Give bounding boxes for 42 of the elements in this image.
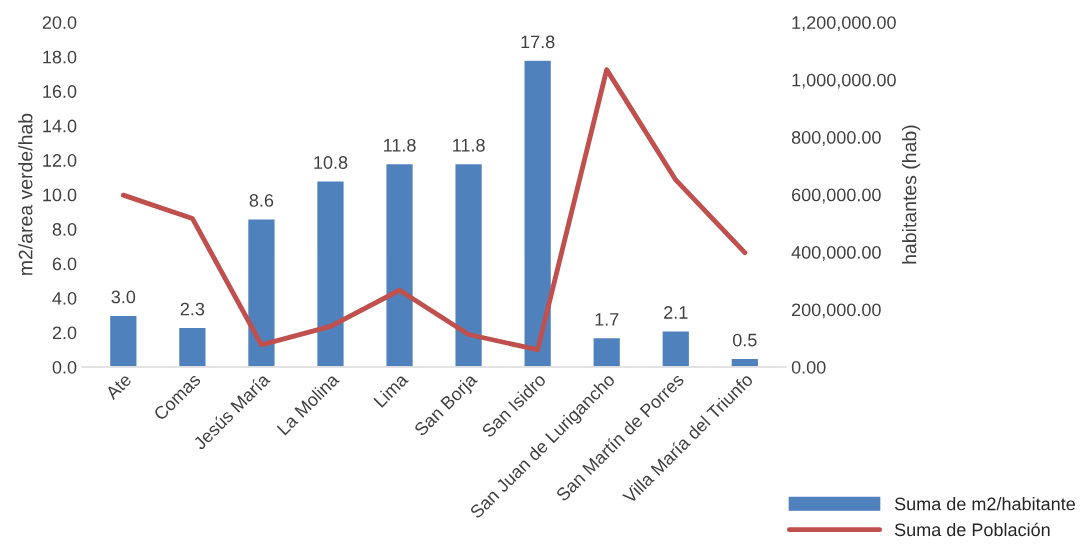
data-label: 3.0 bbox=[111, 290, 136, 304]
y-tick-label: 18.0 bbox=[43, 50, 77, 64]
data-label: 11.8 bbox=[384, 138, 416, 152]
legend-label: Suma de Población bbox=[894, 522, 1050, 537]
legend-label: Suma de m2/habitante bbox=[894, 497, 1075, 511]
y2-tick-label: 1,200,000.00 bbox=[792, 16, 896, 32]
y2-axis-title: habitantes (hab) bbox=[902, 125, 921, 264]
y-tick-label: 8.0 bbox=[52, 223, 77, 236]
y-tick-label: 10.0 bbox=[43, 188, 77, 202]
data-label: 11.8 bbox=[453, 138, 485, 152]
bar bbox=[592, 336, 622, 367]
y-tick-label: 4.0 bbox=[52, 291, 77, 305]
bar bbox=[454, 162, 484, 367]
y-tick-label: 0.0 bbox=[52, 360, 77, 374]
y-tick-label: 12.0 bbox=[43, 154, 77, 167]
y-tick-label: 6.0 bbox=[52, 257, 77, 271]
y-tick-label: 14.0 bbox=[43, 119, 77, 133]
data-label: 1.7 bbox=[595, 313, 619, 326]
y-tick-label: 16.0 bbox=[43, 85, 77, 98]
bar bbox=[177, 326, 207, 367]
y2-tick-label: 200,000.00 bbox=[792, 303, 881, 319]
y2-tick-label: 0.00 bbox=[791, 360, 826, 374]
bar bbox=[315, 180, 345, 367]
y-tick-label: 20.0 bbox=[42, 16, 77, 29]
y2-tick-label: 1,000,000.00 bbox=[792, 73, 896, 89]
y-axis-title: m2/area verde/hab bbox=[18, 113, 33, 275]
bar bbox=[385, 162, 415, 367]
y2-tick-label: 600,000.00 bbox=[792, 188, 881, 204]
data-label: 10.8 bbox=[314, 156, 348, 169]
data-label: 2.1 bbox=[664, 306, 688, 319]
data-label: 2.3 bbox=[180, 302, 205, 316]
bar bbox=[108, 314, 138, 367]
x-tick-label: Ate bbox=[104, 372, 133, 401]
bar bbox=[523, 59, 553, 367]
y2-tick-label: 400,000.00 bbox=[791, 245, 881, 261]
y-tick-label: 2.0 bbox=[52, 326, 77, 340]
bar bbox=[246, 218, 276, 367]
bar bbox=[661, 330, 691, 367]
data-label: 0.5 bbox=[732, 333, 757, 347]
data-label: 17.8 bbox=[521, 35, 555, 49]
y2-tick-label: 800,000.00 bbox=[791, 131, 881, 146]
data-label: 8.6 bbox=[249, 194, 274, 207]
